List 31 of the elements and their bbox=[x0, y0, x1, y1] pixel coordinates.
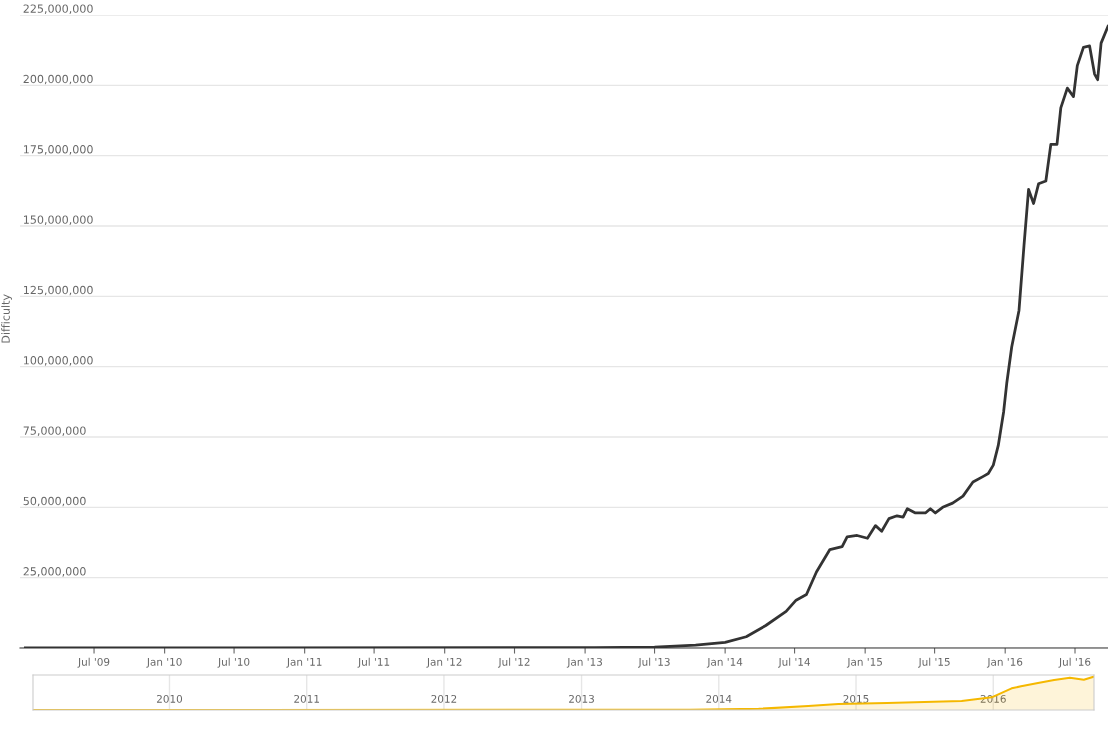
x-tick-label: Jul '09 bbox=[77, 657, 110, 668]
y-tick-label: 100,000,000 bbox=[24, 356, 93, 366]
x-tick-label: 2013 bbox=[569, 694, 594, 703]
x-tick-label: Jan '13 bbox=[566, 657, 603, 668]
x-tick-label: Jul '15 bbox=[918, 657, 950, 668]
x-tick-label: Jan '11 bbox=[286, 658, 322, 668]
y-tick-label: 200,000,000 bbox=[23, 74, 93, 85]
y-tick-label: 25,000,000 bbox=[23, 567, 86, 577]
x-tick-label: Jul '10 bbox=[217, 657, 250, 668]
x-tick-label: 2014 bbox=[706, 694, 732, 703]
x-tick-label: Jul '13 bbox=[638, 657, 670, 668]
x-tick-label: 2012 bbox=[431, 694, 457, 703]
x-tick-label: Jan '16 bbox=[986, 657, 1023, 668]
x-tick-label: 2010 bbox=[156, 694, 183, 703]
y-tick-label: 125,000,000 bbox=[24, 285, 93, 296]
y-axis-title: Difficulty bbox=[1, 294, 12, 343]
x-tick-label: Jul '14 bbox=[778, 657, 810, 668]
x-tick-label: Jan '15 bbox=[846, 658, 882, 668]
y-tick-label: 150,000,000 bbox=[24, 215, 93, 225]
x-tick-label: Jan '10 bbox=[146, 657, 182, 668]
x-tick-label: Jan '12 bbox=[426, 657, 462, 668]
y-tick-label: 225,000,000 bbox=[23, 4, 93, 14]
y-tick-label: 175,000,000 bbox=[24, 145, 93, 155]
y-tick-label: 50,000,000 bbox=[23, 496, 86, 507]
x-tick-label: 2015 bbox=[843, 694, 869, 703]
x-tick-label: Jul '12 bbox=[497, 657, 530, 668]
y-tick-label: 75,000,000 bbox=[23, 426, 86, 436]
x-tick-label: 2011 bbox=[294, 694, 319, 703]
x-tick-label: Jan '14 bbox=[706, 658, 743, 668]
x-tick-label: Jul '11 bbox=[357, 657, 390, 668]
x-tick-label: Jul '16 bbox=[1058, 657, 1091, 668]
